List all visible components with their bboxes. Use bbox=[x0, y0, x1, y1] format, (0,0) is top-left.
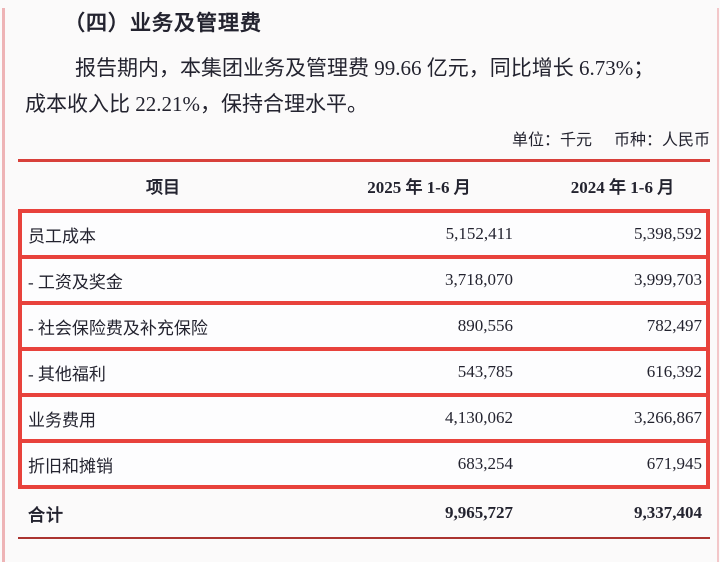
unit-label: 单位：千元 bbox=[511, 132, 592, 149]
table-row: - 其他福利 543,785 616,392 bbox=[18, 347, 710, 397]
summary-paragraph: 报告期内，本集团业务及管理费 99.66 亿元，同比增长 6.73%； 成本收入… bbox=[25, 50, 695, 122]
row-value-2024: 3,999,703 bbox=[634, 270, 702, 289]
highlighted-rows-group: 员工成本 5,152,411 5,398,592 - 工资及奖金 3,718,0… bbox=[18, 209, 710, 489]
row-value-2025: 543,785 bbox=[457, 362, 513, 381]
total-value-2024: 9,337,404 bbox=[634, 503, 702, 522]
row-value-2024: 616,392 bbox=[646, 362, 702, 381]
table-header-row: 项目 2025 年 1-6 月 2024 年 1-6 月 bbox=[18, 162, 715, 209]
report-page: { "section": { "heading": "（四）业务及管理费", "… bbox=[0, 8, 720, 562]
row-value-2025: 3,718,070 bbox=[445, 270, 513, 289]
row-value-2024: 782,497 bbox=[646, 316, 702, 335]
row-label: 员工成本 bbox=[28, 226, 96, 246]
row-label: 折旧和摊销 bbox=[28, 456, 113, 476]
column-header-item: 项目 bbox=[146, 178, 180, 197]
row-label: - 工资及奖金 bbox=[28, 272, 123, 292]
row-label: - 社会保险费及补充保险 bbox=[28, 318, 208, 338]
row-value-2025: 4,130,062 bbox=[445, 408, 513, 427]
row-label: - 其他福利 bbox=[28, 364, 106, 384]
total-value-2025: 9,965,727 bbox=[445, 503, 513, 522]
total-label: 合计 bbox=[28, 505, 64, 525]
column-header-2024: 2024 年 1-6 月 bbox=[570, 178, 675, 197]
section-heading: （四）业务及管理费 bbox=[64, 11, 262, 35]
table-bottom-rule bbox=[18, 537, 710, 539]
table-top-rule bbox=[18, 159, 710, 162]
paragraph-line-2: 成本收入比 22.21%，保持合理水平。 bbox=[25, 92, 368, 116]
currency-label: 币种：人民币 bbox=[613, 132, 710, 149]
row-value-2024: 3,266,867 bbox=[634, 408, 702, 427]
row-value-2024: 671,945 bbox=[646, 454, 702, 473]
table-row: 业务费用 4,130,062 3,266,867 bbox=[18, 393, 710, 443]
table-row: 员工成本 5,152,411 5,398,592 bbox=[18, 209, 710, 259]
column-header-2025: 2025 年 1-6 月 bbox=[367, 178, 471, 197]
row-label: 业务费用 bbox=[28, 410, 96, 430]
unit-note: 单位：千元 币种：人民币 bbox=[0, 130, 710, 152]
right-frame-line bbox=[717, 8, 719, 562]
left-frame-line bbox=[2, 8, 5, 562]
table-row: - 社会保险费及补充保险 890,556 782,497 bbox=[18, 301, 710, 351]
row-value-2025: 890,556 bbox=[457, 316, 513, 335]
table-row: - 工资及奖金 3,718,070 3,999,703 bbox=[18, 255, 710, 305]
row-value-2025: 5,152,411 bbox=[445, 224, 513, 243]
total-row: 合计 9,965,727 9,337,404 bbox=[18, 489, 710, 537]
row-value-2025: 683,254 bbox=[457, 454, 513, 473]
paragraph-line-1: 报告期内，本集团业务及管理费 99.66 亿元，同比增长 6.73%； bbox=[75, 56, 655, 80]
row-value-2024: 5,398,592 bbox=[634, 224, 702, 243]
table-row: 折旧和摊销 683,254 671,945 bbox=[18, 439, 710, 489]
